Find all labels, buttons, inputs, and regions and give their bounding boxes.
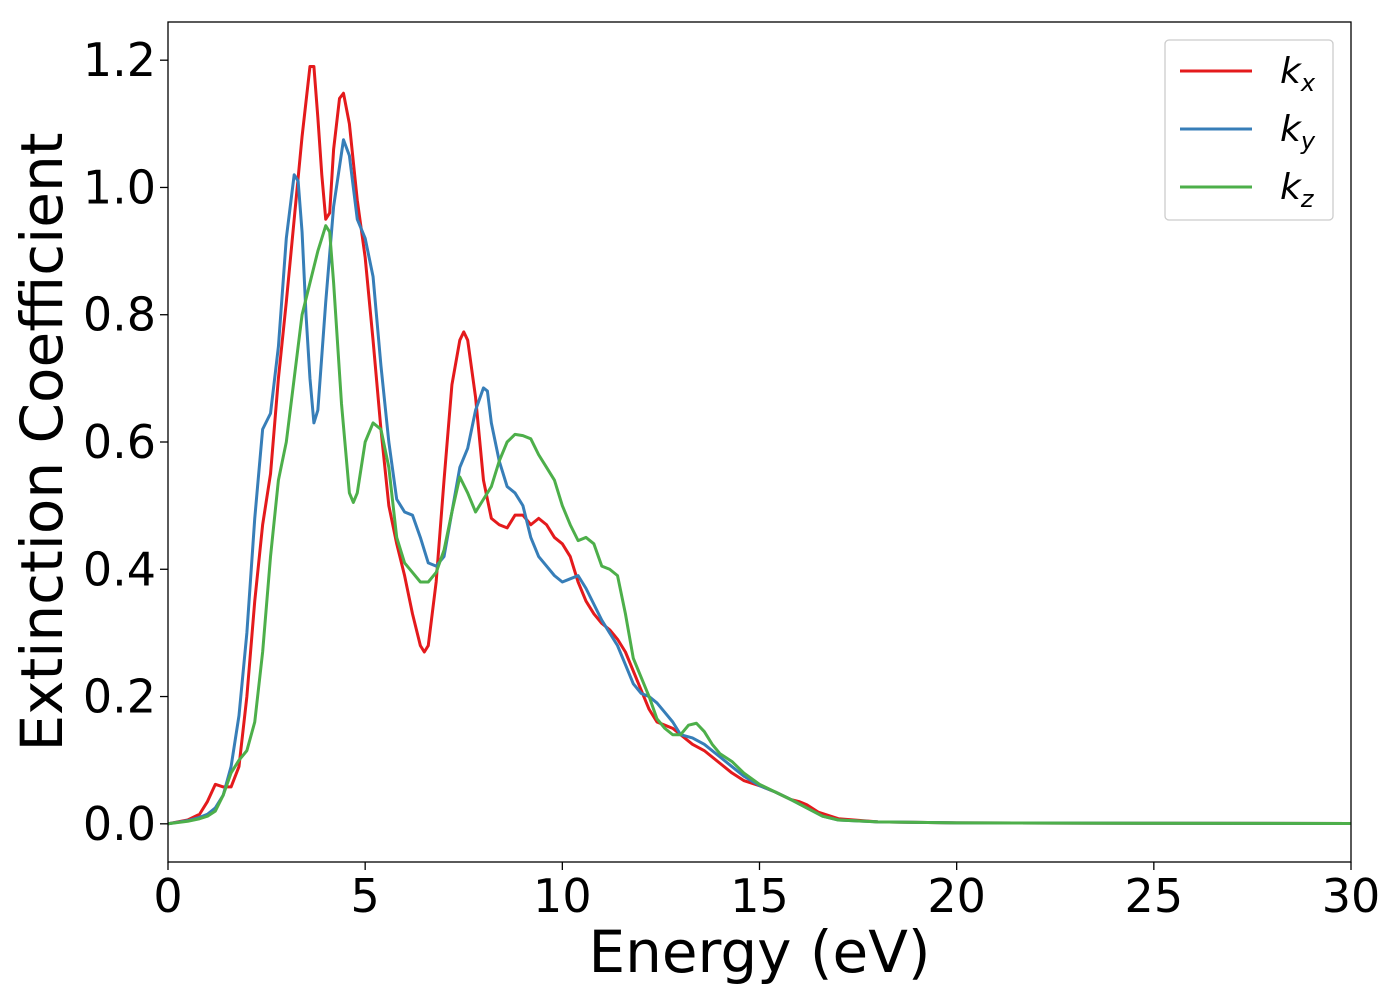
x-tick-label: 5 (351, 869, 380, 923)
x-axis-title: Energy (eV) (588, 918, 930, 986)
legend-label-ky: ky (1280, 109, 1316, 155)
y-tick-label: 0.2 (83, 670, 156, 724)
x-tick-label: 20 (927, 869, 986, 923)
y-axis: 0.0 0.2 0.4 0.6 0.8 1.0 1.2 (83, 33, 168, 851)
x-tick-label: 10 (533, 869, 592, 923)
series-line-kx (168, 65, 1351, 826)
series-line-kz (168, 224, 1351, 826)
y-tick-label: 1.2 (83, 33, 156, 87)
x-tick-label: 30 (1322, 869, 1381, 923)
legend-label-kx: kx (1280, 51, 1316, 97)
x-tick-label: 0 (153, 869, 182, 923)
x-axis: 0 5 10 15 20 25 30 (153, 862, 1380, 923)
series-line-ky (168, 138, 1351, 826)
legend: kx ky kz (1164, 39, 1334, 221)
y-tick-label: 0.6 (83, 415, 156, 469)
y-tick-label: 1.0 (83, 160, 156, 214)
x-tick-label: 25 (1125, 869, 1184, 923)
legend-label-kz: kz (1280, 167, 1315, 213)
series-layer (168, 65, 1351, 826)
y-tick-label: 0.4 (83, 542, 156, 596)
y-axis-title: Extinction Coefficient (8, 133, 76, 752)
y-tick-label: 0.0 (83, 797, 156, 851)
y-tick-label: 0.8 (83, 288, 156, 342)
x-tick-label: 15 (730, 869, 789, 923)
